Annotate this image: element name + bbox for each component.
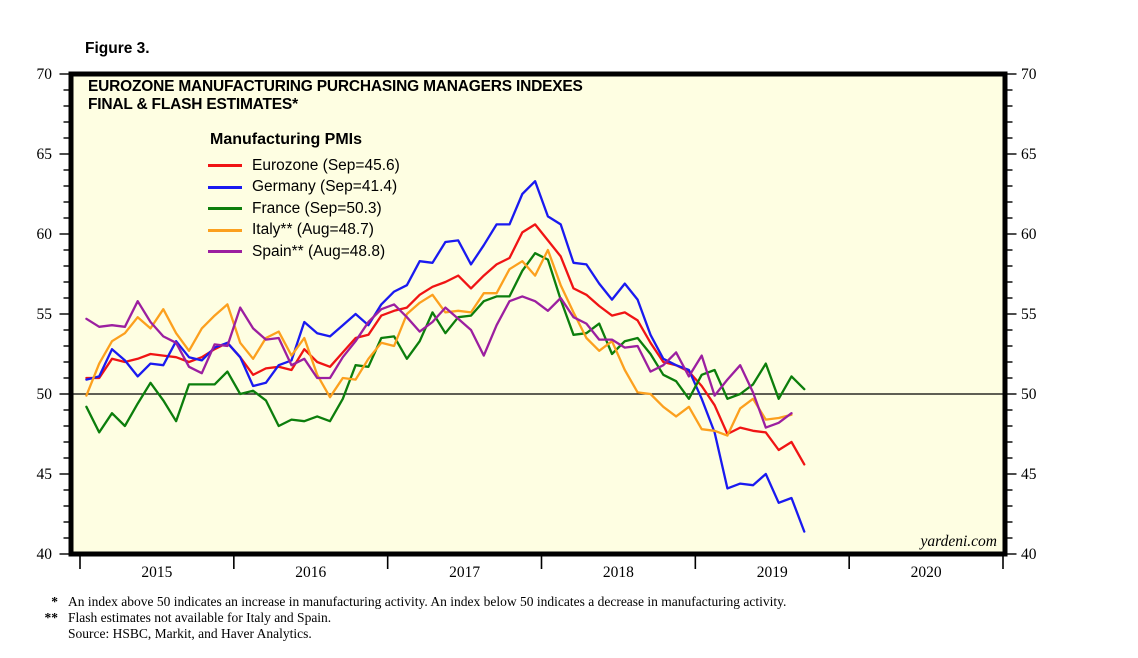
- y-axis-label-left: 70: [37, 66, 53, 83]
- footnote-text-1: An index above 50 indicates an increase …: [68, 594, 787, 609]
- legend-swatch-spain: [208, 250, 242, 254]
- legend-label-italy: Italy** (Aug=48.7): [252, 221, 374, 239]
- legend-label-spain: Spain** (Aug=48.8): [252, 242, 386, 260]
- y-axis-label-right: 60: [1021, 226, 1037, 243]
- plot-border: [68, 71, 1008, 557]
- series-line-france: [85, 252, 806, 434]
- legend-item-france: France (Sep=50.3): [208, 198, 400, 220]
- footnote-text-2: Flash estimates not available for Italy …: [68, 610, 332, 625]
- y-axis-label-left: 50: [37, 386, 53, 403]
- y-axis-label-left: 60: [37, 226, 53, 243]
- chart-title: EUROZONE MANUFACTURING PURCHASING MANAGE…: [88, 78, 583, 113]
- legend-item-spain: Spain** (Aug=48.8): [208, 241, 400, 263]
- legend-label-eurozone: Eurozone (Sep=45.6): [252, 156, 400, 174]
- legend: Manufacturing PMIs Eurozone (Sep=45.6) G…: [208, 131, 400, 263]
- legend-item-germany: Germany (Sep=41.4): [208, 177, 400, 199]
- y-axis-label-left: 45: [37, 466, 53, 483]
- yardeni-watermark: yardeni.com: [920, 533, 997, 550]
- legend-swatch-france: [208, 207, 242, 211]
- y-axis-label-right: 40: [1021, 546, 1037, 563]
- y-axis-label-right: 45: [1021, 466, 1037, 483]
- footnote-double-asterisk: ** Flash estimates not available for Ita…: [0, 610, 1100, 626]
- footnotes: * An index above 50 indicates an increas…: [0, 594, 1100, 642]
- legend-swatch-italy: [208, 228, 242, 232]
- legend-title: Manufacturing PMIs: [210, 131, 363, 148]
- x-axis-year-label: 2015: [141, 564, 172, 581]
- x-axis-year-label: 2018: [603, 564, 634, 581]
- footnote-marker-2: **: [44, 610, 59, 625]
- x-axis-year-label: 2017: [449, 564, 480, 581]
- footnote-marker-3: [0, 626, 68, 642]
- legend-swatch-eurozone: [208, 164, 242, 168]
- legend-label-germany: Germany (Sep=41.4): [252, 178, 398, 196]
- legend-item-eurozone: Eurozone (Sep=45.6): [208, 155, 400, 177]
- y-axis-label-left: 40: [37, 546, 53, 563]
- plot-background: [71, 74, 1005, 554]
- chart-title-line1: EUROZONE MANUFACTURING PURCHASING MANAGE…: [88, 78, 583, 95]
- x-axis-year-label: 2019: [757, 564, 788, 581]
- footnote-marker-1: *: [51, 594, 58, 609]
- y-axis-label-right: 70: [1021, 66, 1037, 83]
- y-axis-label-right: 55: [1021, 306, 1037, 323]
- y-axis-label-left: 55: [37, 306, 53, 323]
- figure-label: Figure 3.: [85, 40, 150, 57]
- x-axis-year-label: 2020: [911, 564, 942, 581]
- legend-label-france: France (Sep=50.3): [252, 199, 382, 217]
- chart-title-line2: FINAL & FLASH ESTIMATES*: [88, 95, 298, 113]
- pmi-line-chart-svg: 40 40 45 45 50 50 55 55 60 60 65 65 70 70 2015 2016 2017…: [37, 66, 1037, 581]
- y-axis-label-left: 65: [37, 146, 53, 163]
- y-axis-label-right: 50: [1021, 386, 1037, 403]
- x-axis-year-label: 2016: [295, 564, 326, 581]
- footnote-asterisk: * An index above 50 indicates an increas…: [0, 594, 1100, 610]
- series-line-italy: [85, 248, 793, 437]
- legend-item-italy: Italy** (Aug=48.7): [208, 220, 400, 242]
- legend-swatch-germany: [208, 185, 242, 189]
- y-axis-label-right: 65: [1021, 146, 1037, 163]
- footnote-source: Source: HSBC, Markit, and Haver Analytic…: [0, 626, 1100, 642]
- series-line-spain: [85, 295, 793, 429]
- footnote-text-source: Source: HSBC, Markit, and Haver Analytic…: [68, 626, 312, 641]
